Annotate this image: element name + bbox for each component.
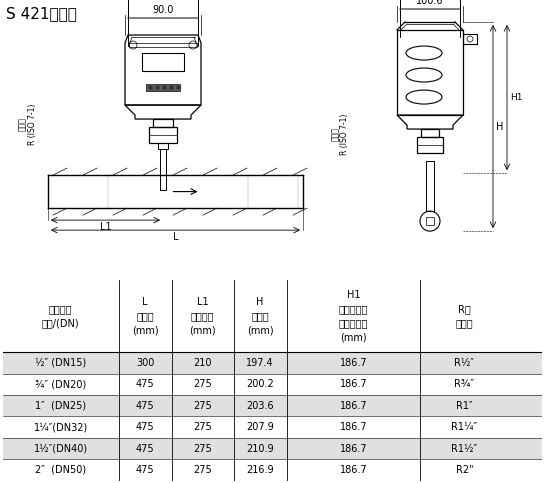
Text: R1¼″: R1¼″	[452, 422, 478, 432]
Text: L
总长度
(mm): L 总长度 (mm)	[132, 297, 158, 335]
Bar	[169, 85, 174, 90]
Text: R (ISO 7-1): R (ISO 7-1)	[341, 114, 349, 155]
Text: 2″  (DN50): 2″ (DN50)	[35, 465, 86, 475]
Bar	[3, 280, 542, 352]
Text: 名义尺寸
英寸/(DN): 名义尺寸 英寸/(DN)	[42, 304, 79, 328]
Bar	[148, 85, 153, 90]
Text: 216.9: 216.9	[246, 465, 274, 475]
Text: 475: 475	[136, 422, 154, 432]
Text: 200.2: 200.2	[246, 379, 274, 389]
Text: 203.6: 203.6	[246, 401, 274, 411]
Text: 475: 475	[136, 379, 154, 389]
Text: 1¼″(DN32): 1¼″(DN32)	[34, 422, 88, 432]
Text: L1: L1	[100, 222, 112, 232]
Text: 275: 275	[193, 401, 212, 411]
Text: L1
入口长度
(mm): L1 入口长度 (mm)	[189, 297, 216, 335]
Bar	[3, 459, 542, 481]
Text: 275: 275	[193, 465, 212, 475]
Text: 186.7: 186.7	[339, 401, 367, 411]
Text: 186.7: 186.7	[339, 379, 367, 389]
Text: H: H	[496, 122, 503, 131]
Text: 275: 275	[193, 443, 212, 454]
Bar	[162, 85, 167, 90]
Bar	[153, 119, 173, 127]
Text: 275: 275	[193, 379, 212, 389]
Text: R2": R2"	[455, 465, 473, 475]
Text: L: L	[173, 232, 178, 242]
Bar	[146, 84, 180, 91]
Bar	[421, 129, 439, 137]
Bar	[3, 416, 542, 438]
Text: R型
外螺纹: R型 外螺纹	[455, 304, 473, 328]
Text: S 421螺纹型: S 421螺纹型	[6, 6, 77, 21]
Text: 210.9: 210.9	[246, 443, 274, 454]
Text: 197.4: 197.4	[246, 358, 274, 368]
Text: 186.7: 186.7	[339, 422, 367, 432]
Bar	[3, 438, 542, 459]
Text: R1″: R1″	[456, 401, 473, 411]
Text: ¾″ (DN20): ¾″ (DN20)	[35, 379, 86, 389]
Bar	[417, 137, 443, 153]
Text: 475: 475	[136, 443, 154, 454]
Text: 186.7: 186.7	[339, 443, 367, 454]
Text: 475: 475	[136, 401, 154, 411]
Text: ½″ (DN15): ½″ (DN15)	[35, 358, 86, 368]
Bar	[3, 395, 542, 416]
Bar	[129, 43, 197, 47]
Text: 外螺纹: 外螺纹	[17, 117, 27, 131]
Text: 210: 210	[194, 358, 212, 368]
Text: H
总高度
(mm): H 总高度 (mm)	[247, 297, 274, 335]
Text: 1″  (DN25): 1″ (DN25)	[35, 401, 86, 411]
Text: H1: H1	[510, 93, 522, 102]
Text: R1½″: R1½″	[452, 443, 478, 454]
Text: 外螺纹: 外螺纹	[331, 127, 339, 141]
Text: 275: 275	[193, 422, 212, 432]
Text: 186.7: 186.7	[339, 358, 367, 368]
Bar	[3, 374, 542, 395]
Bar	[160, 149, 166, 190]
Text: R½″: R½″	[454, 358, 474, 368]
Text: R¾″: R¾″	[454, 379, 474, 389]
Bar	[397, 30, 463, 115]
Bar	[149, 127, 177, 143]
Text: H1
从管道中心
至外壳顶部
(mm): H1 从管道中心 至外壳顶部 (mm)	[339, 290, 368, 342]
Bar	[3, 352, 542, 374]
Bar	[176, 85, 181, 90]
Text: 90.0: 90.0	[152, 5, 174, 15]
Text: 475: 475	[136, 465, 154, 475]
Bar	[426, 161, 434, 211]
Text: 186.7: 186.7	[339, 465, 367, 475]
Text: R (ISO 7-1): R (ISO 7-1)	[28, 103, 36, 145]
Bar	[158, 143, 168, 149]
Text: 1½″(DN40): 1½″(DN40)	[34, 443, 88, 454]
Text: 207.9: 207.9	[246, 422, 274, 432]
Bar	[155, 85, 160, 90]
Text: 300: 300	[136, 358, 154, 368]
Bar	[463, 34, 477, 44]
Bar	[426, 217, 434, 225]
Text: 100.6: 100.6	[416, 0, 444, 6]
Bar	[142, 53, 184, 71]
